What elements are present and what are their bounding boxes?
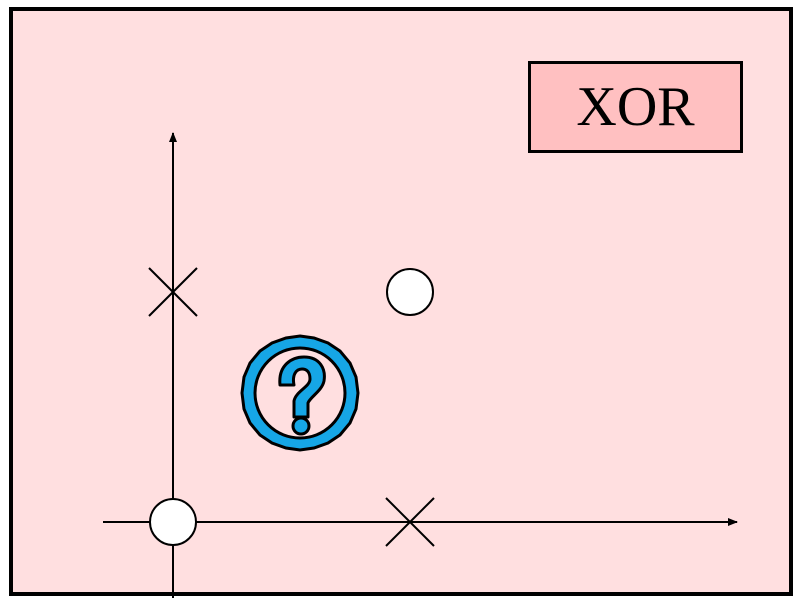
- title-box: XOR: [528, 61, 743, 153]
- points-layer: [148, 267, 435, 547]
- point-circle: [149, 498, 197, 546]
- point-cross: [148, 267, 198, 317]
- point-circle: [386, 268, 434, 316]
- point-cross: [385, 497, 435, 547]
- title-label: XOR: [576, 76, 695, 138]
- question-mark-icon: [240, 334, 360, 452]
